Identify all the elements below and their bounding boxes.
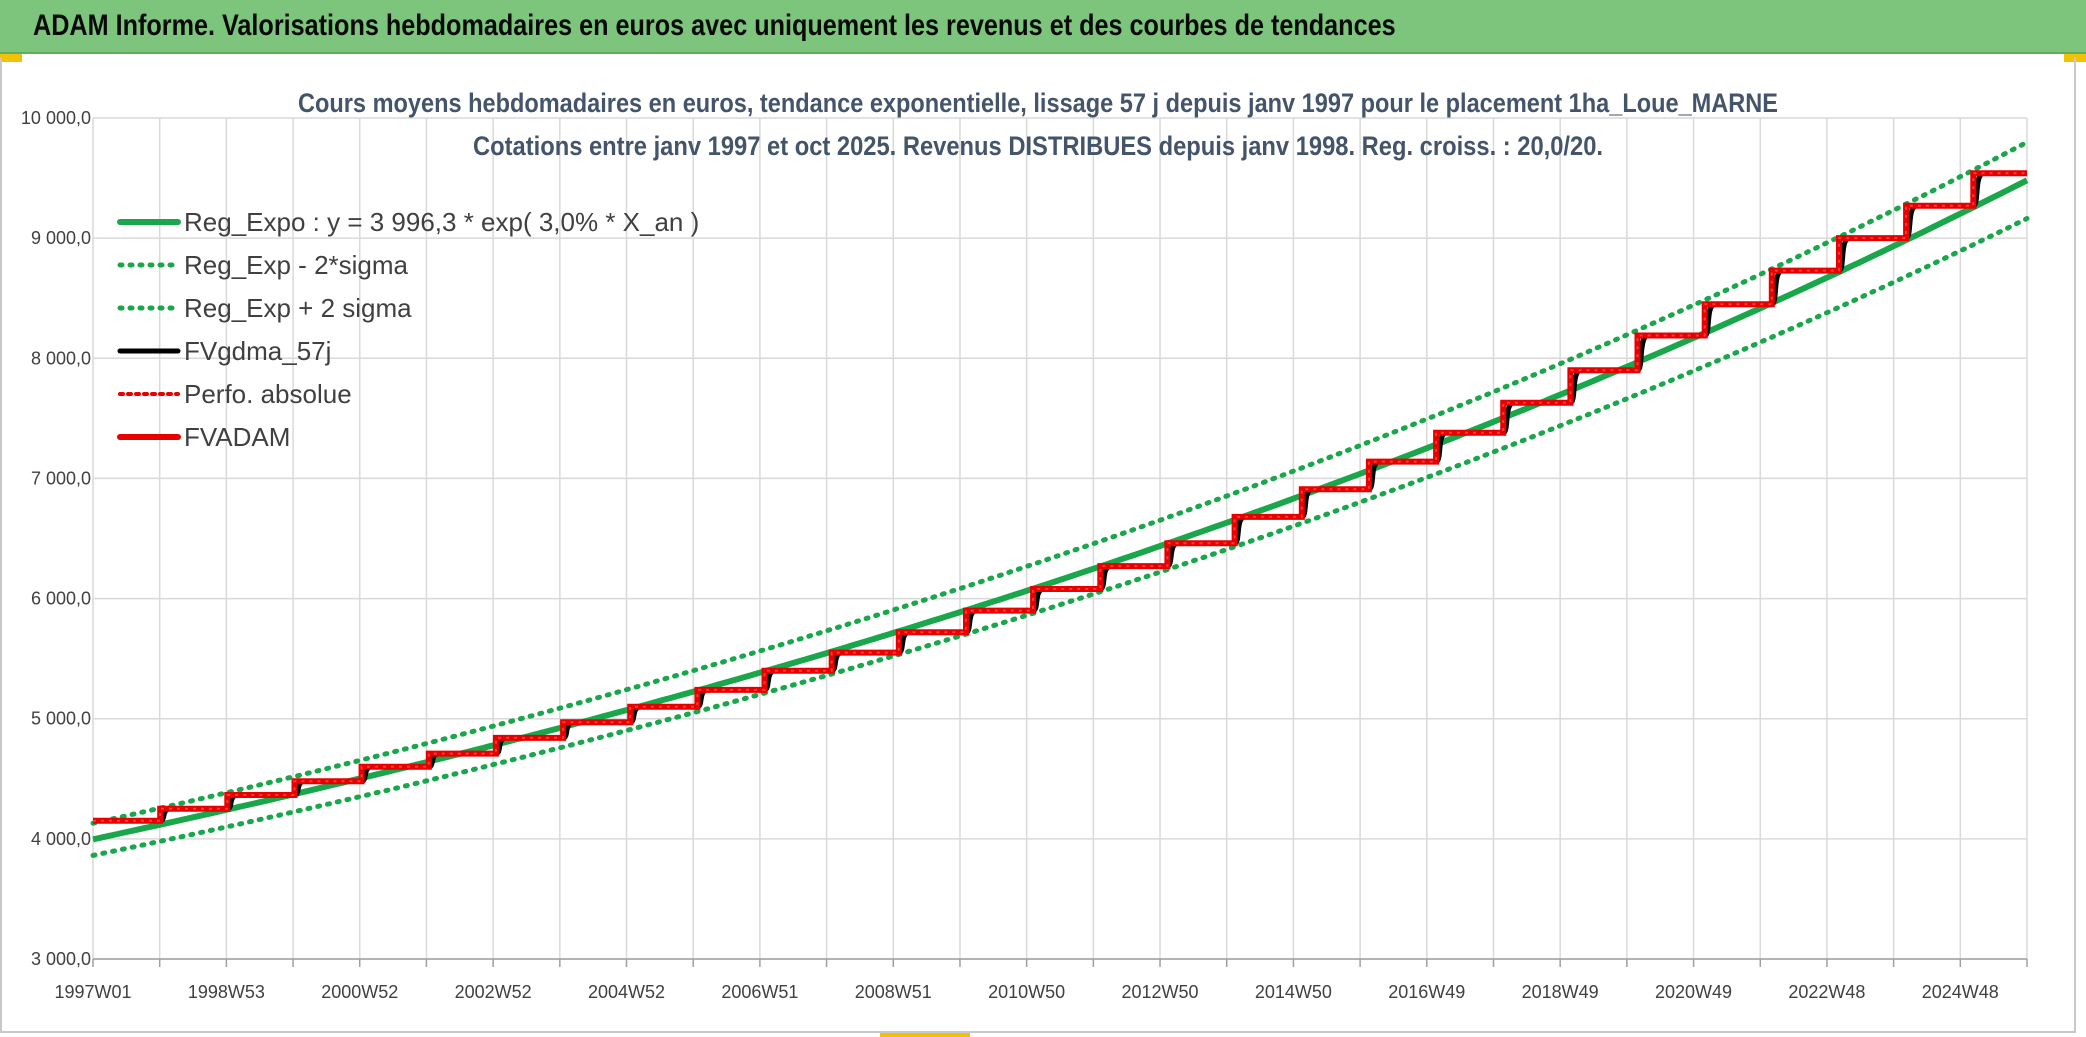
y-tick-label: 10 000,0 (21, 108, 91, 128)
legend-label: Reg_Exp + 2 sigma (184, 293, 412, 323)
perfo-absolue-line (93, 172, 2027, 822)
x-tick-label: 1998W53 (188, 982, 265, 1002)
x-tick-label: 2020W49 (1655, 982, 1732, 1002)
header-banner: ADAM Informe. Valorisations hebdomadaire… (0, 0, 2086, 54)
chart-frame (0, 57, 2076, 1033)
x-tick-label: 2014W50 (1255, 982, 1332, 1002)
legend-label: FVgdma_57j (184, 336, 331, 366)
chart-title-line: Cours moyens hebdomadaires en euros, ten… (298, 88, 1778, 118)
x-tick-label: 2012W50 (1122, 982, 1199, 1002)
legend-label: Reg_Expo : y = 3 996,3 * exp( 3,0% * X_a… (184, 207, 699, 237)
chart-title-line: Cotations entre janv 1997 et oct 2025. R… (473, 131, 1603, 161)
axes: 3 000,0 4 000,0 5 000,0 6 000,0 7 000,0 8 000… (21, 108, 2028, 1002)
x-tick-label: 2000W52 (321, 982, 398, 1002)
x-tick-label: 2016W49 (1388, 982, 1465, 1002)
y-tick-label: 6 000,0 (31, 589, 91, 609)
reg-exp-minus-2sigma-line (90, 216, 2030, 858)
y-tick-label: 8 000,0 (31, 348, 91, 368)
y-tick-label: 9 000,0 (31, 228, 91, 248)
legend-label: FVADAM (184, 422, 290, 452)
y-tick-label: 5 000,0 (31, 709, 91, 729)
legend-label: Reg_Exp - 2*sigma (184, 250, 409, 280)
corner-mark-top-left (0, 54, 22, 62)
x-tick-label: 2008W51 (855, 982, 932, 1002)
x-tick-label: 2006W51 (721, 982, 798, 1002)
grid-lines (92, 117, 2028, 960)
legend-label: Perfo. absolue (184, 379, 352, 409)
y-tick-label: 4 000,0 (31, 829, 91, 849)
x-tick-label: 1997W01 (54, 982, 131, 1002)
chart-title: Cours moyens hebdomadaires en euros, ten… (298, 88, 1778, 161)
legend: Reg_Expo : y = 3 996,3 * exp( 3,0% * X_a… (117, 207, 699, 452)
series-lines (90, 139, 2030, 858)
x-tick-label: 2002W52 (455, 982, 532, 1002)
x-tick-label: 2022W48 (1788, 982, 1865, 1002)
corner-mark-bottom (880, 1031, 970, 1037)
y-tick-label: 3 000,0 (31, 949, 91, 969)
banner-title: ADAM Informe. Valorisations hebdomadaire… (33, 9, 1396, 42)
x-tick-label: 2024W48 (1922, 982, 1999, 1002)
x-tick-label: 2010W50 (988, 982, 1065, 1002)
y-tick-label: 7 000,0 (31, 468, 91, 488)
reg-exp-plus-2sigma-line (90, 139, 2030, 826)
x-tick-label: 2018W49 (1522, 982, 1599, 1002)
x-tick-label: 2004W52 (588, 982, 665, 1002)
